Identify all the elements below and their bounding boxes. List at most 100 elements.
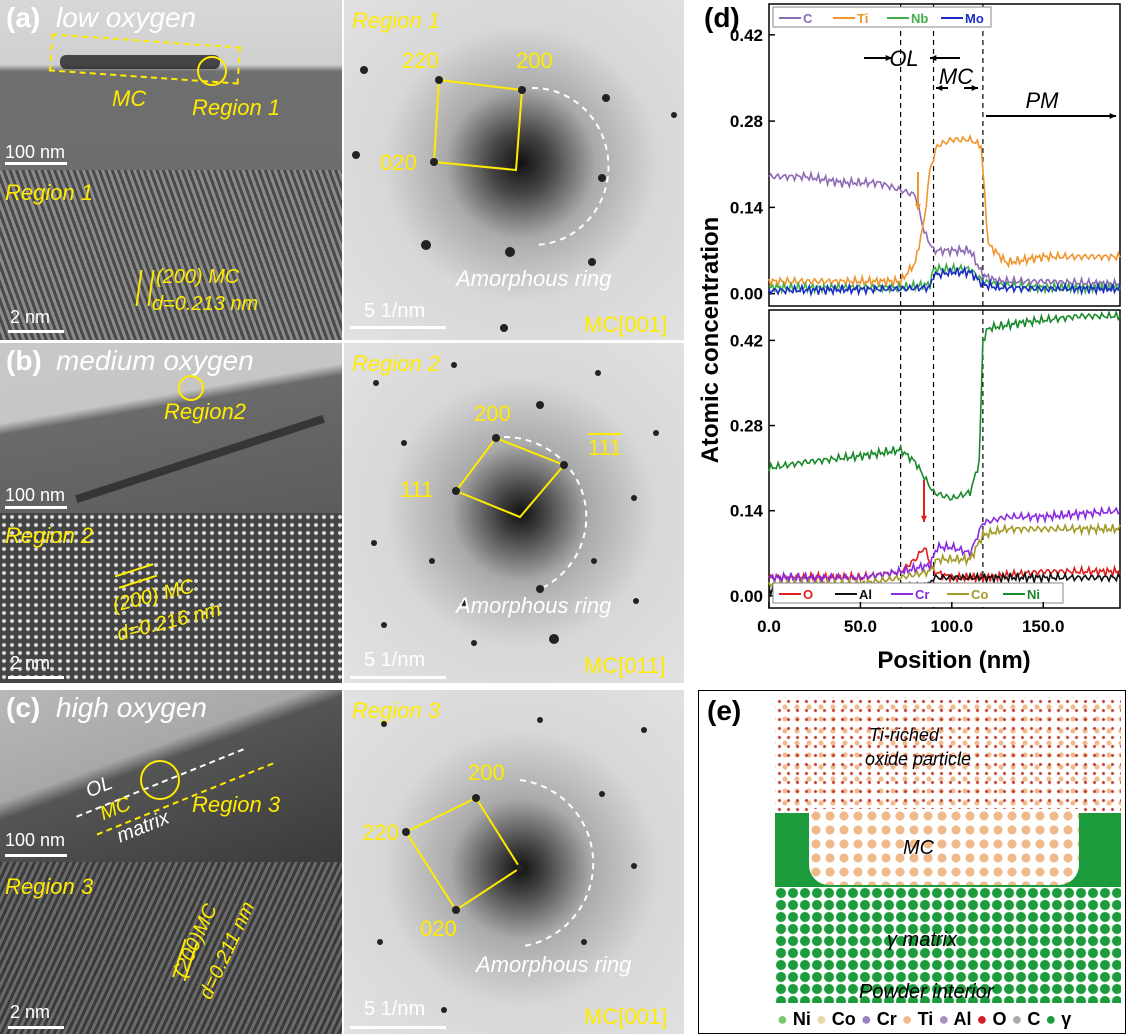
ti-drop-arrow-head	[914, 203, 922, 210]
zone-axis: MC[001]	[584, 1004, 668, 1029]
legend-item: Co	[831, 1009, 856, 1029]
legend-item: Ti	[917, 1009, 934, 1029]
oxide-text-1: Ti-riched	[869, 725, 939, 745]
legend-label: O	[803, 587, 813, 602]
scale-bar	[5, 854, 67, 857]
region-circle	[140, 760, 180, 800]
legend-box	[772, 6, 992, 28]
x-axis-label: Position (nm)	[877, 647, 1030, 674]
panel-b-letter: (b)	[6, 345, 42, 376]
label-region: Region2	[164, 399, 246, 424]
legend-label: Cr	[915, 587, 929, 602]
saed-pattern	[352, 66, 677, 332]
mc-label: MC	[939, 64, 973, 89]
spot-label: 020	[420, 916, 457, 941]
panel-e-letter: (e)	[707, 695, 742, 726]
powder-text: Powder interior	[859, 981, 994, 1003]
legend-item: O	[992, 1009, 1007, 1029]
legend-box	[772, 582, 1064, 604]
panel-a-letter: (a)	[6, 2, 41, 33]
x-tick-label: 50.0	[844, 617, 877, 636]
mc-text: MC	[903, 837, 935, 859]
legend-item: C	[1027, 1009, 1041, 1029]
panel-a-saed: Region 1 220 200 020 Amorphous ring 5 1/…	[344, 0, 684, 340]
matrix-text: γ matrix	[887, 929, 957, 951]
legend-label: Al	[859, 587, 872, 602]
scale-bar	[350, 1026, 446, 1029]
scale-label: 2 nm	[10, 653, 51, 673]
spot-label: 220	[402, 48, 439, 73]
ol-label: OL	[889, 46, 918, 71]
x-tick-label: 150.0	[1022, 617, 1065, 636]
scale-bar	[8, 676, 64, 679]
y-tick-label: 0.00	[730, 285, 763, 304]
panel-b-title: medium oxygen	[56, 345, 254, 376]
x-tick-label: 0.0	[757, 617, 781, 636]
saed-pattern	[371, 362, 659, 646]
region-circle	[178, 375, 204, 401]
oxide-particle-region	[775, 697, 1121, 813]
y-tick-label: 0.14	[730, 502, 764, 521]
scale-label: 100 nm	[5, 830, 66, 850]
ring-label: Amorphous ring	[456, 266, 612, 291]
y-axis-label: Atomic concentration	[697, 217, 724, 464]
region-circle	[197, 56, 227, 86]
hr-plane-label: (200) MC	[156, 266, 240, 288]
panel-b-tem-image: (b) medium oxygen Region2 100 nm	[0, 343, 342, 513]
o-peak-arrow-head	[920, 515, 928, 522]
y-tick-label: 0.28	[730, 417, 763, 436]
scale-label: 100 nm	[5, 142, 66, 162]
ol-arrow-left-head	[885, 54, 892, 62]
legend-item: γ	[1061, 1009, 1072, 1029]
series-line-Mo	[768, 265, 1121, 298]
label-region: Region 1	[192, 95, 281, 120]
scale-label: 5 1/nm	[364, 998, 426, 1020]
hr-d-label: d=0.213 nm	[152, 293, 259, 315]
spot-label: 200	[516, 48, 553, 73]
x-tick-label: 100.0	[931, 617, 974, 636]
saed-region: Region 1	[352, 8, 441, 33]
scale-label: 100 nm	[5, 485, 66, 505]
hr-region-label: Region 1	[5, 180, 94, 205]
y-tick-label: 0.42	[730, 331, 763, 350]
legend-label: Nb	[911, 11, 928, 26]
scale-bar	[350, 676, 446, 679]
spot-label: 220	[362, 820, 399, 845]
y-tick-label: 0.28	[730, 112, 763, 131]
hr-region-label: Region 2	[5, 523, 94, 548]
panel-c-saed: Region 3 200 220 020 Amorphous ring 5 1/…	[344, 690, 684, 1034]
gamma-matrix	[775, 887, 1121, 1003]
series-line-Cr	[768, 505, 1121, 586]
scale-bar	[5, 506, 67, 509]
zone-axis: MC[001]	[584, 312, 668, 337]
panel-c-title: high oxygen	[56, 692, 208, 723]
legend-label: Co	[971, 587, 988, 602]
series-line-Ti	[768, 133, 1121, 289]
panel-a-hrtem: Region 1 (200) MC d=0.213 nm 2 nm	[0, 170, 342, 340]
legend-label: Ni	[1027, 587, 1040, 602]
legend-item: Al	[953, 1009, 972, 1029]
mc-inner	[809, 809, 1079, 885]
panel-e-schematic: (e) Ti-riched oxide particle MC γ matrix…	[698, 690, 1126, 1034]
panel-b-hrtem: Region 2 (200) MC d=0.216 nm 2 nm	[0, 513, 342, 683]
pm-arrow-head	[1109, 112, 1116, 120]
panel-a-tem-image: (a) low oxygen MC Region 1 100 nm	[0, 0, 342, 170]
panel-d-letter: (d)	[704, 2, 740, 33]
panel-a-title: low oxygen	[56, 2, 197, 33]
ring-label: Amorphous ring	[476, 952, 632, 977]
plot-frame	[768, 309, 1121, 609]
legend-item: Ni	[792, 1009, 811, 1029]
legend-label: C	[803, 11, 813, 26]
mc-arrow-right-head	[971, 84, 978, 92]
spot-label: 200	[474, 401, 511, 426]
panel-c-tem-image: (c) high oxygen OL MC matrix Region 3 10…	[0, 690, 342, 862]
ol-arrow-right-head	[930, 54, 937, 62]
series-line-Ni	[768, 309, 1121, 501]
scale-bar	[350, 326, 446, 329]
oxide-text-2: oxide particle	[865, 749, 972, 769]
pm-label: PM	[1026, 88, 1060, 113]
mc-arrow-left-head	[936, 84, 943, 92]
panel-c-hrtem: Region 3 (200)MC d=0.211 nm 2 nm	[0, 862, 342, 1034]
panel-b-saed: Region 2 200 111 111 Amorphous ring 5 1/…	[344, 343, 684, 683]
series-line-C	[768, 170, 1121, 292]
